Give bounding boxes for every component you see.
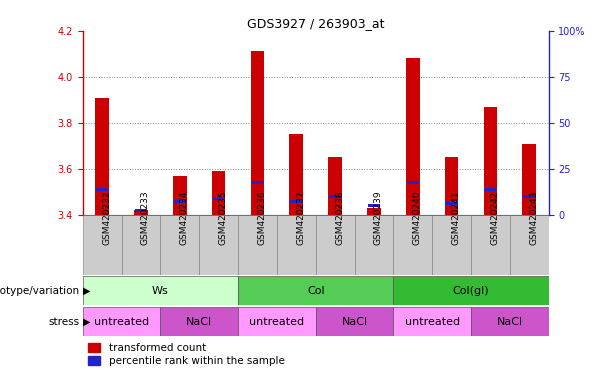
Bar [135,209,147,212]
Bar [277,215,316,275]
Text: GSM420242: GSM420242 [490,191,500,245]
Text: NaCl: NaCl [186,316,212,327]
Text: GSM420239: GSM420239 [374,191,383,245]
Text: Col(gl): Col(gl) [452,286,489,296]
Text: ▶: ▶ [83,286,91,296]
Bar [406,181,419,184]
Bar [251,51,264,215]
Bar [394,307,471,336]
Bar [329,157,342,215]
Text: NaCl: NaCl [341,316,368,327]
Bar [354,215,394,275]
Bar [446,202,458,205]
Text: stress: stress [48,316,80,327]
Bar [394,215,432,275]
Bar [96,188,109,191]
Text: GSM420240: GSM420240 [413,191,422,245]
Bar [290,200,302,203]
Text: untreated: untreated [249,316,305,327]
Bar [161,307,238,336]
Bar [238,307,316,336]
Bar [238,276,394,305]
Text: Ws: Ws [152,286,169,296]
Bar [121,215,161,275]
Text: GSM420241: GSM420241 [452,191,460,245]
Bar [471,215,510,275]
Bar [199,215,238,275]
Text: Col: Col [307,286,324,296]
Bar [406,58,419,215]
Text: GSM420232: GSM420232 [102,191,111,245]
Text: GSM420233: GSM420233 [141,191,150,245]
Text: GSM420236: GSM420236 [257,191,267,245]
Bar [161,215,199,275]
Bar [96,98,109,215]
Bar [484,107,497,215]
Text: GSM420235: GSM420235 [219,191,227,245]
Text: GSM420237: GSM420237 [296,191,305,245]
Bar [289,134,303,215]
Bar [484,188,497,191]
Text: GSM420243: GSM420243 [529,191,538,245]
Bar [213,197,225,200]
Legend: transformed count, percentile rank within the sample: transformed count, percentile rank withi… [88,343,284,366]
Bar [522,144,536,215]
Bar [445,157,459,215]
Bar [83,276,238,305]
Bar [329,195,341,198]
Text: NaCl: NaCl [497,316,523,327]
Bar [368,204,380,207]
Bar [367,208,381,215]
Text: ▶: ▶ [83,316,91,327]
Bar [471,307,549,336]
Title: GDS3927 / 263903_at: GDS3927 / 263903_at [247,17,384,30]
Bar [173,176,186,215]
Bar [510,215,549,275]
Bar [238,215,277,275]
Text: GSM420234: GSM420234 [180,191,189,245]
Bar [432,215,471,275]
Bar [251,181,264,184]
Text: untreated: untreated [405,316,460,327]
Text: GSM420238: GSM420238 [335,191,344,245]
Bar [316,307,394,336]
Bar [134,210,148,215]
Bar [394,276,549,305]
Text: genotype/variation: genotype/variation [0,286,80,296]
Bar [523,195,535,198]
Bar [316,215,354,275]
Text: untreated: untreated [94,316,149,327]
Bar [83,215,121,275]
Bar [83,307,161,336]
Bar [212,171,226,215]
Bar [173,200,186,203]
